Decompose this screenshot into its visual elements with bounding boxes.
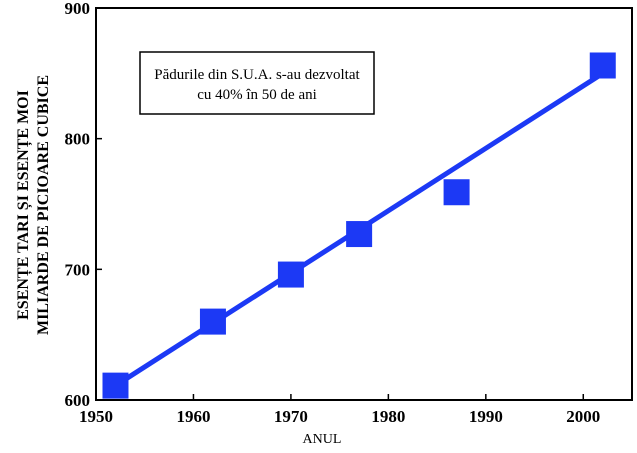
x-tick-label: 1950 — [79, 407, 113, 426]
x-axis-title: ANUL — [303, 432, 342, 447]
data-point — [277, 261, 304, 288]
data-point — [443, 179, 470, 206]
x-tick-label: 2000 — [566, 407, 600, 426]
y-axis-title-line-2: MILIARDE DE PICIOARE CUBICE — [35, 75, 52, 335]
data-point — [346, 221, 373, 248]
x-tick-label: 1980 — [371, 407, 405, 426]
y-tick-label: 700 — [65, 260, 91, 279]
data-points — [102, 52, 616, 399]
annotation-line-2: cu 40% în 50 de ani — [197, 87, 317, 103]
x-tick-label: 1970 — [274, 407, 308, 426]
x-tick-label: 1960 — [176, 407, 210, 426]
x-tick-label: 1990 — [469, 407, 503, 426]
plot-frame — [95, 7, 633, 401]
data-point — [199, 308, 226, 335]
ticks: 1950 1960 1970 1980 1990 2000 600 700 800 900 — [65, 0, 601, 426]
data-point — [102, 372, 129, 399]
axes — [95, 7, 633, 401]
y-tick-label: 600 — [65, 391, 91, 410]
annotation-box: Pădurile din S.U.A. s-au dezvoltat cu 40… — [139, 51, 375, 115]
y-tick-label: 800 — [65, 130, 91, 149]
data-point — [589, 52, 616, 79]
y-tick-label: 900 — [65, 0, 91, 18]
annotation-line-1: Pădurile din S.U.A. s-au dezvoltat — [154, 67, 360, 83]
y-axis-title-line-1: ESENȚE TARI ȘI ESENȚE MOI — [15, 90, 33, 320]
